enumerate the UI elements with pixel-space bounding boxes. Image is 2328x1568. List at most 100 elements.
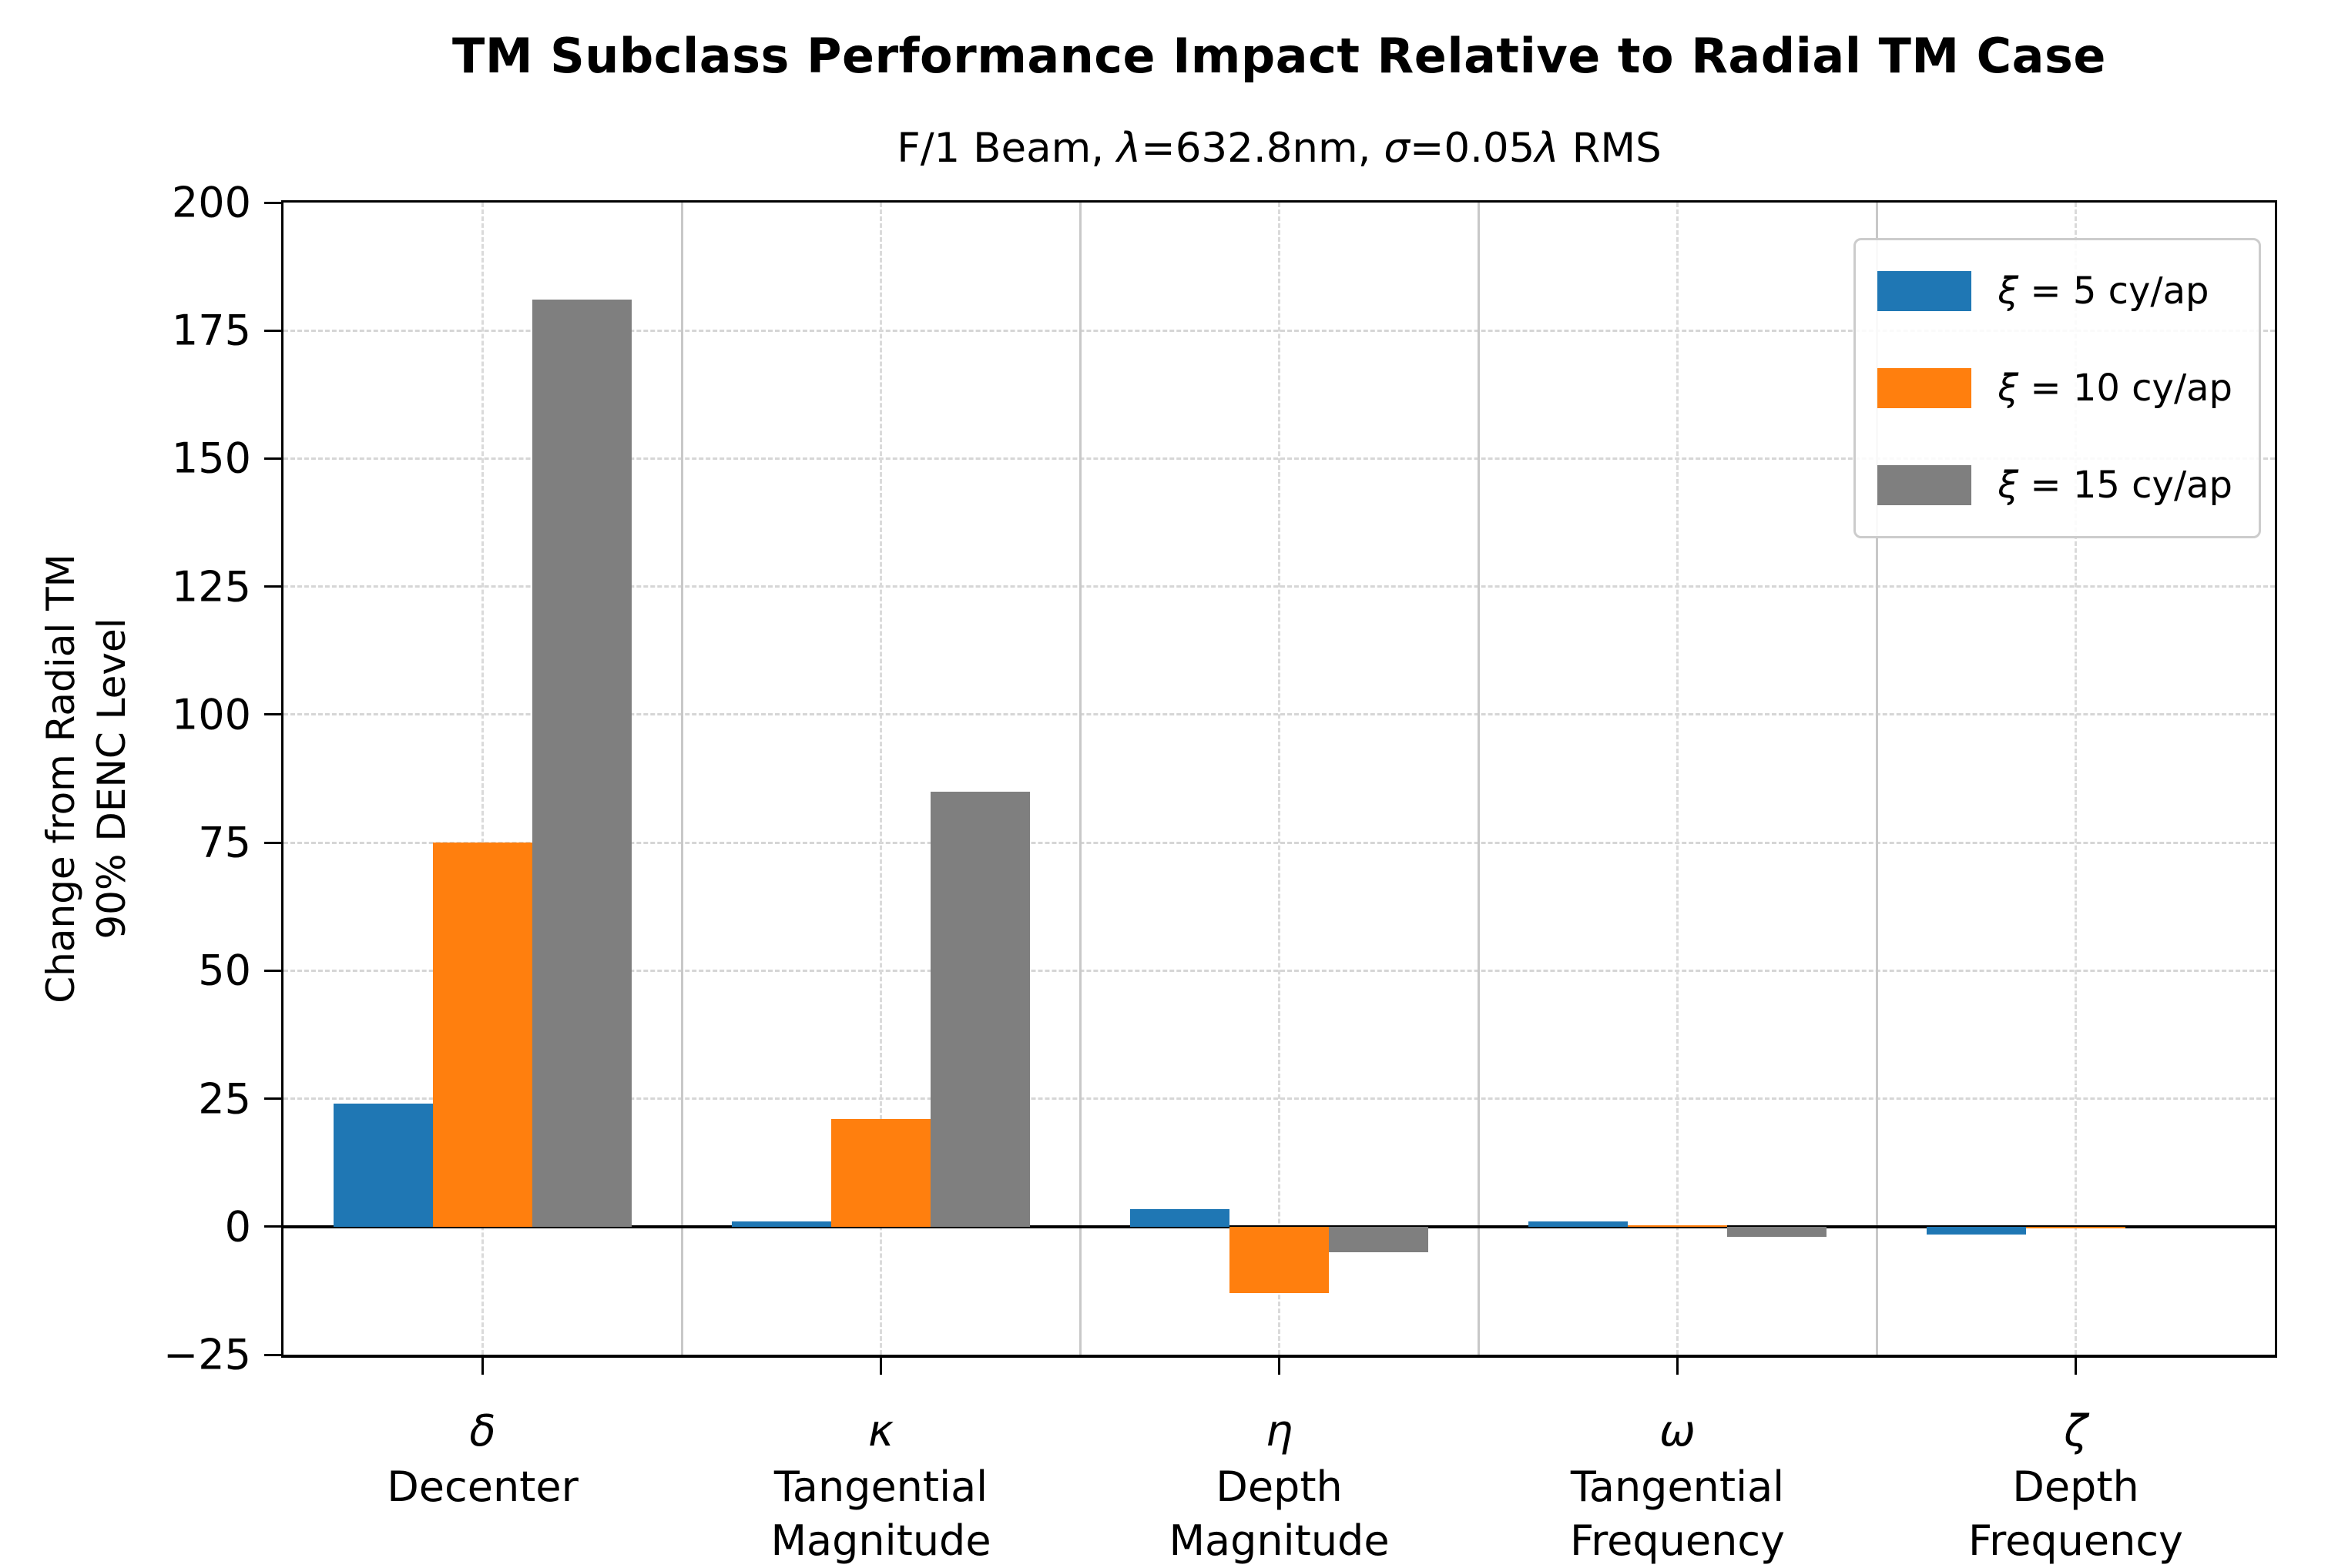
- bar-ω-series-3: [1727, 1226, 1827, 1238]
- subtitle-text: =632.8nm,: [1141, 125, 1384, 172]
- y-axis-label-line-2: 90% DENC Level: [89, 618, 134, 940]
- category-name-line: Frequency: [1570, 1516, 1785, 1565]
- y-tick-label: 150: [171, 434, 251, 483]
- x-tick-label-5: ζ Depth Frequency: [1968, 1404, 2183, 1568]
- top-spine: [283, 200, 2275, 203]
- bar-κ-series-1: [731, 1221, 831, 1227]
- y-tick-mark: [264, 1353, 281, 1356]
- legend-label: ξ = 10 cy/ap: [1998, 367, 2232, 410]
- subtitle-text: F/1 Beam,: [897, 125, 1117, 172]
- y-tick-mark: [264, 1225, 281, 1228]
- bottom-spine: [283, 1355, 2275, 1358]
- x-tick-mark: [880, 1358, 882, 1375]
- bar-η-series-3: [1329, 1226, 1429, 1252]
- bar-η-series-2: [1229, 1226, 1330, 1294]
- category-name-line: Depth: [2012, 1462, 2139, 1511]
- bar-ζ-series-1: [1926, 1226, 2026, 1235]
- category-name-line: Magnitude: [1169, 1516, 1390, 1565]
- legend-entry-1: ξ = 5 cy/ap: [1877, 260, 2232, 322]
- x-gridline: [2075, 203, 2077, 1355]
- y-tick-mark: [264, 1097, 281, 1101]
- x-tick-label-2: κ Tangential Magnitude: [770, 1404, 991, 1568]
- y-axis-label: Change from Radial TM 90% DENC Level: [35, 554, 137, 1003]
- y-tick-mark: [264, 841, 281, 844]
- category-name-line: Tangential: [773, 1462, 988, 1511]
- y-tick-label: 50: [198, 946, 251, 995]
- x-tick-mark: [481, 1358, 484, 1375]
- y-tick-mark: [264, 329, 281, 332]
- y-tick-label: 25: [198, 1074, 251, 1124]
- bar-ω-series-1: [1528, 1221, 1628, 1227]
- category-symbol: η: [1265, 1406, 1293, 1456]
- x-gridline: [880, 203, 882, 1355]
- legend-swatch: [1877, 368, 1972, 408]
- y-tick-mark: [264, 585, 281, 588]
- y-axis-label-line-1: Change from Radial TM: [39, 554, 83, 1003]
- chart-title: TM Subclass Performance Impact Relative …: [452, 28, 2106, 84]
- category-separator: [1477, 203, 1480, 1355]
- y-tick-mark: [264, 713, 281, 716]
- bar-δ-series-1: [333, 1104, 433, 1227]
- y-tick-mark: [264, 201, 281, 204]
- plot-area: ξ = 5 cy/ap ξ = 10 cy/ap ξ = 15 cy/ap 200 1…: [163, 179, 2277, 1565]
- legend-swatch: [1877, 465, 1972, 505]
- category-separator: [1078, 203, 1082, 1355]
- x-gridline: [481, 203, 484, 1355]
- category-name-line: Frequency: [1968, 1516, 2183, 1565]
- y-tick-label: 75: [198, 818, 251, 867]
- category-name-line: Tangential: [1570, 1462, 1785, 1511]
- subtitle-text: =0.05: [1409, 125, 1535, 172]
- x-gridline: [1278, 203, 1280, 1355]
- category-separator: [680, 203, 683, 1355]
- legend-math-symbol: ξ: [1998, 270, 2019, 313]
- legend-label: ξ = 5 cy/ap: [1998, 270, 2209, 313]
- legend-swatch: [1877, 271, 1972, 311]
- legend-math-symbol: ξ: [1998, 464, 2019, 507]
- y-tick-label: 175: [171, 306, 251, 355]
- y-tick-label: 100: [171, 690, 251, 739]
- y-tick-label: 0: [224, 1202, 251, 1251]
- bar-ω-series-2: [1627, 1225, 1728, 1227]
- subtitle-math-symbol: σ: [1384, 125, 1410, 172]
- bar-κ-series-2: [830, 1119, 931, 1227]
- legend-entry-2: ξ = 10 cy/ap: [1877, 357, 2232, 419]
- subtitle-math-symbol: λ: [1535, 125, 1559, 172]
- bar-δ-series-3: [532, 300, 632, 1227]
- subtitle-text: RMS: [1558, 125, 1662, 172]
- bar-δ-series-2: [432, 843, 533, 1227]
- category-name-line: Decenter: [387, 1462, 579, 1511]
- category-symbol: δ: [469, 1406, 496, 1456]
- legend: ξ = 5 cy/ap ξ = 10 cy/ap ξ = 15 cy/ap: [1853, 238, 2261, 538]
- subtitle-math-symbol: λ: [1116, 125, 1142, 172]
- bar-η-series-1: [1129, 1208, 1229, 1227]
- bar-κ-series-3: [931, 791, 1031, 1227]
- y-tick-label: 125: [171, 562, 251, 611]
- legend-label-text: = 5 cy/ap: [2018, 270, 2209, 313]
- y-tick-label: −25: [163, 1330, 251, 1379]
- x-tick-mark: [1278, 1358, 1280, 1375]
- right-spine: [2275, 200, 2277, 1358]
- y-tick-mark: [264, 457, 281, 460]
- bar-ζ-series-2: [2025, 1226, 2126, 1228]
- x-tick-mark: [2075, 1358, 2077, 1375]
- x-tick-label-1: δ Decenter: [387, 1404, 579, 1514]
- legend-entry-3: ξ = 15 cy/ap: [1877, 454, 2232, 516]
- legend-label: ξ = 15 cy/ap: [1998, 464, 2232, 507]
- legend-label-text: = 15 cy/ap: [2018, 464, 2232, 507]
- category-separator: [1875, 203, 1878, 1355]
- legend-label-text: = 10 cy/ap: [2018, 367, 2232, 410]
- left-spine: [281, 200, 283, 1358]
- x-gridline: [1676, 203, 1679, 1355]
- y-tick-mark: [264, 969, 281, 972]
- category-symbol: ω: [1659, 1406, 1696, 1456]
- category-name-line: Magnitude: [770, 1516, 991, 1565]
- y-tick-label: 200: [171, 178, 251, 227]
- legend-math-symbol: ξ: [1998, 367, 2019, 410]
- category-symbol: ζ: [2064, 1406, 2088, 1456]
- category-name-line: Depth: [1216, 1462, 1343, 1511]
- x-tick-label-3: η Depth Magnitude: [1169, 1404, 1389, 1568]
- x-tick-mark: [1676, 1358, 1679, 1375]
- x-tick-label-4: ω Tangential Frequency: [1570, 1404, 1785, 1568]
- category-symbol: κ: [867, 1406, 894, 1456]
